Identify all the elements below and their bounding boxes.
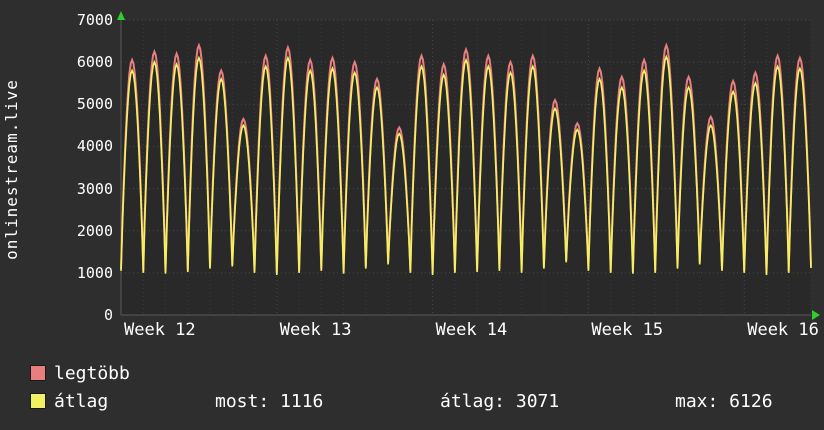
x-tick-label: Week 16 <box>747 320 819 340</box>
series-line-atlag <box>120 54 812 276</box>
x-tick-label: Week 15 <box>591 320 664 340</box>
x-tick-label: Week 14 <box>435 320 508 340</box>
y-tick-label: 5000 <box>76 95 113 114</box>
y-tick-label: 0 <box>103 306 113 324</box>
x-tick-label: Week 12 <box>124 320 196 340</box>
y-tick-label: 7000 <box>76 11 113 29</box>
y-tick-label: 2000 <box>76 221 113 240</box>
y-tick-label: 4000 <box>76 137 113 156</box>
y-axis-title: onlinestream.live <box>2 79 21 260</box>
legend-label-atlag: átlag <box>54 391 109 412</box>
x-tick-label: Week 13 <box>279 320 352 340</box>
x-axis-arrow-icon <box>812 310 820 320</box>
y-tick-label: 6000 <box>76 53 113 72</box>
plot-area <box>117 11 820 320</box>
legend-row-atlag: átlag most: 1116 átlag: 3071 max: 6126 <box>30 391 810 412</box>
legend-swatch-legtobb <box>30 365 46 381</box>
legend-swatch-atlag <box>30 393 46 409</box>
y-tick-label: 1000 <box>76 263 113 282</box>
plot-background <box>121 20 811 315</box>
stat-atlag: átlag: 3071 <box>440 391 560 412</box>
stat-most: most: 1116 <box>215 391 324 412</box>
legend-label-legtobb: legtöbb <box>54 363 130 384</box>
stat-max: max: 6126 <box>675 391 773 412</box>
y-axis-arrow-icon <box>117 11 125 20</box>
y-tick-label: 3000 <box>76 179 113 198</box>
